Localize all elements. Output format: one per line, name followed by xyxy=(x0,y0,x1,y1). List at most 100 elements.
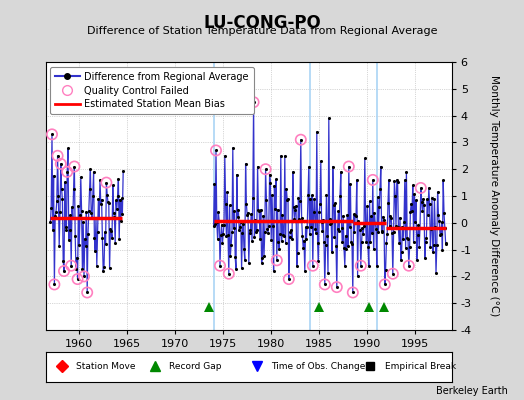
Point xyxy=(355,220,364,226)
Point xyxy=(414,222,422,228)
Point xyxy=(268,192,276,198)
Point xyxy=(346,180,355,187)
Point xyxy=(318,228,326,234)
Point xyxy=(305,231,314,237)
Point xyxy=(117,195,126,202)
Point xyxy=(396,214,404,221)
Point xyxy=(391,193,399,199)
Point xyxy=(327,220,335,226)
Point xyxy=(239,221,247,228)
Point xyxy=(345,163,353,170)
Point xyxy=(94,196,103,203)
Point xyxy=(291,206,299,213)
Point xyxy=(257,206,265,213)
Point xyxy=(351,212,359,218)
Point xyxy=(98,235,106,242)
Point xyxy=(309,262,317,269)
Point xyxy=(238,229,247,236)
Point xyxy=(334,208,343,214)
Point xyxy=(368,230,376,236)
Point xyxy=(357,239,366,245)
Point xyxy=(48,131,56,138)
Point xyxy=(288,236,296,242)
Point xyxy=(348,289,357,296)
Point xyxy=(322,192,331,198)
Point xyxy=(306,196,314,202)
Point xyxy=(84,231,92,237)
Point xyxy=(70,163,79,170)
Point xyxy=(350,211,358,218)
Point xyxy=(292,262,301,269)
Point xyxy=(63,169,71,175)
Point xyxy=(293,249,302,256)
Point xyxy=(72,266,80,272)
Point xyxy=(236,224,244,230)
Point xyxy=(243,212,252,218)
Point xyxy=(324,115,333,122)
Point xyxy=(426,244,434,250)
Point xyxy=(289,204,298,210)
Point xyxy=(367,213,375,220)
Point xyxy=(85,186,94,192)
Point xyxy=(67,262,75,269)
Point xyxy=(365,198,374,204)
Point xyxy=(285,276,293,282)
Point xyxy=(309,262,317,269)
Text: Record Gap: Record Gap xyxy=(169,362,222,371)
Point xyxy=(225,202,234,209)
Point xyxy=(418,208,427,214)
Point xyxy=(213,218,221,225)
Point xyxy=(46,219,54,226)
Point xyxy=(233,171,241,178)
Point xyxy=(304,192,312,198)
Point xyxy=(222,233,231,239)
Point xyxy=(358,225,367,231)
Point xyxy=(348,240,356,247)
Point xyxy=(316,200,324,207)
Point xyxy=(297,136,305,143)
Text: Berkeley Earth: Berkeley Earth xyxy=(436,386,508,396)
Point xyxy=(56,209,64,215)
Point xyxy=(425,200,434,207)
Point xyxy=(112,197,120,204)
Point xyxy=(388,230,396,236)
Point xyxy=(50,281,59,288)
Point xyxy=(116,196,124,203)
Point xyxy=(283,197,291,203)
Point xyxy=(389,229,398,235)
Point xyxy=(224,232,232,238)
Point xyxy=(257,260,266,266)
Point xyxy=(399,235,407,242)
Point xyxy=(95,215,103,221)
Point xyxy=(247,211,255,217)
Point xyxy=(57,161,65,167)
Point xyxy=(261,166,270,172)
Point xyxy=(402,168,411,175)
Point xyxy=(439,177,447,184)
Point xyxy=(422,235,431,241)
Point xyxy=(336,193,344,199)
Point xyxy=(377,228,386,235)
Point xyxy=(277,238,286,244)
Point xyxy=(404,236,412,242)
Point xyxy=(107,228,115,234)
Point xyxy=(104,199,112,206)
Point xyxy=(295,216,303,222)
Point xyxy=(442,240,451,247)
Point xyxy=(433,189,442,195)
Point xyxy=(212,147,220,154)
Point xyxy=(378,228,387,234)
Point xyxy=(64,237,73,243)
Point xyxy=(298,232,307,239)
Point xyxy=(223,189,232,196)
Point xyxy=(271,206,279,212)
Point xyxy=(216,232,225,239)
Point xyxy=(115,236,123,242)
Point xyxy=(114,176,123,182)
Point xyxy=(341,262,349,269)
Point xyxy=(441,239,450,246)
Point xyxy=(348,289,357,296)
Point xyxy=(278,212,287,218)
Point xyxy=(397,249,406,256)
Point xyxy=(49,227,57,233)
